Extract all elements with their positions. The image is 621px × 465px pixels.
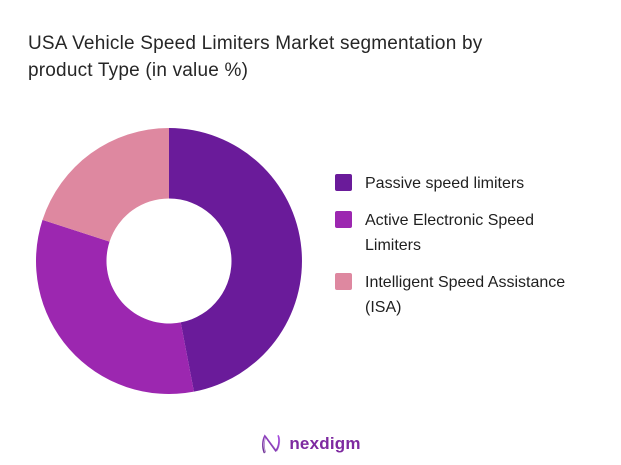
legend-label-passive: Passive speed limiters [365,175,525,192]
donut-segment-2 [42,128,169,242]
nexdigm-n-wave-icon [262,434,281,454]
donut-chart [36,128,302,394]
legend-swatch-passive-icon [335,174,352,191]
legend-swatch-active-icon [335,211,352,228]
legend-label-active: Active Electronic Speed Limiters [365,212,534,254]
brand-footer: nexdigm [0,434,621,454]
chart-legend: Passive speed limiters Active Electronic… [335,171,570,320]
legend-item-passive: Passive speed limiters [335,171,570,196]
legend-label-isa: Intelligent Speed Assistance (ISA) [365,274,566,316]
legend-item-active: Active Electronic Speed Limiters [335,208,570,258]
legend-swatch-isa-icon [335,273,352,290]
chart-title-line2: product Type (in value %) [28,60,249,81]
brand-name: nexdigm [289,434,361,453]
donut-segment-0 [169,128,302,392]
chart-title: USA Vehicle Speed Limiters Market segmen… [28,30,588,84]
donut-chart-container [34,126,304,396]
chart-title-line1: USA Vehicle Speed Limiters Market segmen… [28,33,483,54]
legend-item-isa: Intelligent Speed Assistance (ISA) [335,270,570,320]
donut-segment-1 [36,219,194,394]
